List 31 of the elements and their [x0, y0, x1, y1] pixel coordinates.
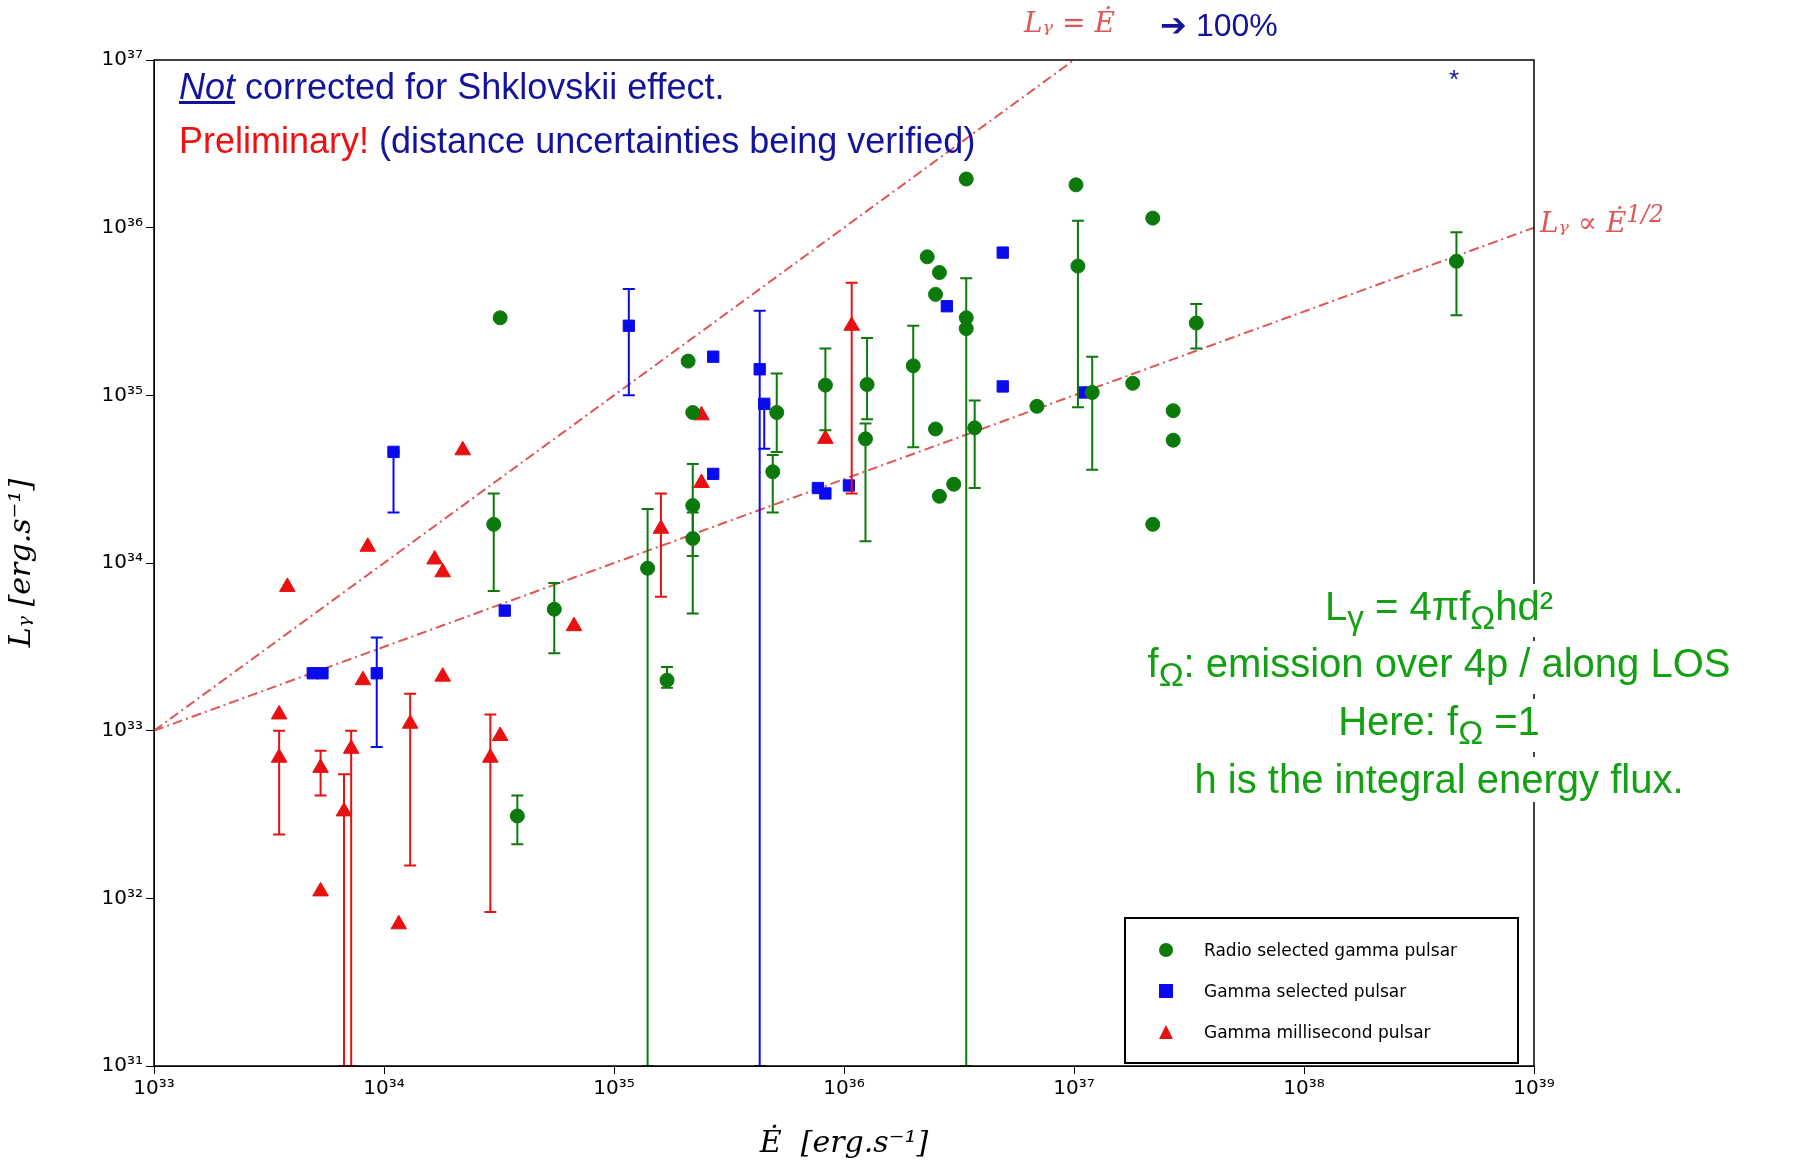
annotation: Here: f$_{Ω}$ =1 [1338, 699, 1540, 751]
annotation: L$_{γ}$ = 4πf$_{Ω}$hd² [1324, 584, 1554, 636]
annotation: * [1449, 64, 1460, 94]
y-tick-label: 10³² [101, 884, 143, 909]
y-tick-label: 10³⁵ [101, 381, 143, 406]
annotation: corrected for Shklovskii effect. [245, 66, 725, 107]
x-tick-label: 10³⁵ [593, 1075, 635, 1100]
x-tick-label: 10³³ [133, 1075, 175, 1100]
y-tick-label: 10³¹ [101, 1052, 143, 1077]
x-tick-label: 10³⁸ [1283, 1075, 1325, 1100]
annotation: h is the integral energy flux. [1194, 757, 1684, 801]
x-axis-title: Ė [erg.s⁻¹] [758, 1123, 929, 1159]
x-tick-label: 10³⁹ [1513, 1075, 1555, 1100]
annotation: f$_{Ω}$: emission over 4p / along LOS [1147, 641, 1731, 693]
annotation: (distance uncertainties being verified) [379, 120, 976, 161]
annotation: Not [179, 66, 236, 107]
legend-label: Radio selected gamma pulsar [1204, 939, 1458, 960]
y-axis-title: Lᵧ [erg.s⁻¹] [1, 478, 37, 649]
text: ➔ 100% [1160, 7, 1278, 43]
x-tick-label: 10³⁷ [1053, 1075, 1095, 1100]
y-tick-label: 10³⁶ [101, 213, 143, 238]
x-tick-label: 10³⁶ [823, 1075, 865, 1100]
y-tick-label: 10³⁷ [101, 46, 143, 71]
series-label: Lᵧ ∝ Ė$^{1/2}$ [1540, 200, 1664, 240]
series-label: Lᵧ = Ė [1024, 6, 1115, 39]
y-tick-label: 10³⁴ [101, 549, 143, 574]
annotation: Preliminary! [179, 120, 370, 161]
legend-label: Gamma millisecond pulsar [1204, 1021, 1431, 1042]
legend-label: Gamma selected pulsar [1204, 980, 1407, 1001]
y-tick-label: 10³³ [101, 716, 143, 741]
x-tick-label: 10³⁴ [363, 1075, 405, 1100]
